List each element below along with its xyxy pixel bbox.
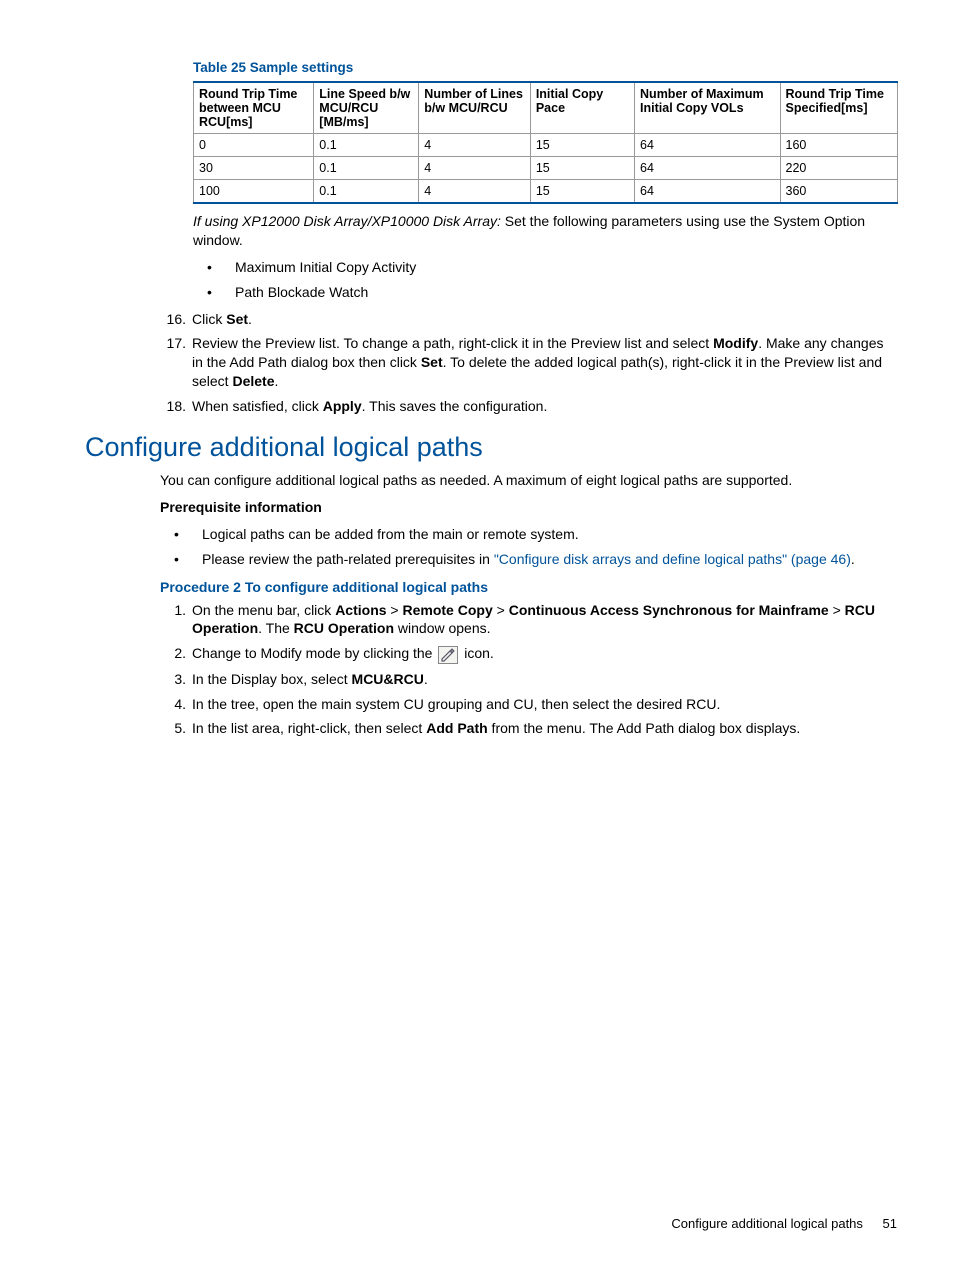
table-cell: 0.1: [314, 157, 419, 180]
table-cell: 360: [780, 180, 897, 204]
prereq-text-b: .: [851, 551, 855, 567]
step-number: 16.: [160, 310, 186, 329]
footer-text: Configure additional logical paths: [671, 1216, 863, 1231]
table-cell: 64: [635, 134, 781, 157]
step-sep: >: [829, 602, 845, 618]
step-text: .: [275, 373, 279, 389]
step-number: 3.: [160, 670, 186, 689]
continued-steps: 16. Click Set. 17. Review the Preview li…: [160, 310, 897, 416]
prereq-list: Logical paths can be added from the main…: [160, 525, 897, 569]
footer-page-number: 51: [883, 1216, 897, 1231]
add-path-bold: Add Path: [426, 720, 487, 736]
step-text: . The: [258, 620, 294, 636]
mcurcu-bold: MCU&RCU: [352, 671, 424, 687]
table-cell: 0.1: [314, 134, 419, 157]
step-text: . This saves the configuration.: [362, 398, 548, 414]
step-text: Review the Preview list. To change a pat…: [192, 335, 713, 351]
rcu-op-bold2: RCU Operation: [294, 620, 394, 636]
procedure-heading: Procedure 2 To configure additional logi…: [160, 579, 897, 595]
remote-copy-bold: Remote Copy: [403, 602, 493, 618]
set-bold: Set: [226, 311, 248, 327]
section-intro: You can configure additional logical pat…: [160, 471, 897, 490]
modify-bold: Modify: [713, 335, 758, 351]
step-number: 2.: [160, 644, 186, 663]
table-cell: 100: [194, 180, 314, 204]
xp-note: If using XP12000 Disk Array/XP10000 Disk…: [193, 212, 897, 250]
set-bold: Set: [421, 354, 443, 370]
table-cell: 15: [530, 134, 634, 157]
step-text: .: [248, 311, 252, 327]
proc-step-1: 1. On the menu bar, click Actions > Remo…: [160, 601, 897, 639]
step-text: On the menu bar, click: [192, 602, 335, 618]
col-header: Number of Maximum Initial Copy VOLs: [635, 82, 781, 134]
prereq-text-a: Please review the path-related prerequis…: [202, 551, 494, 567]
step-16: 16. Click Set.: [160, 310, 897, 329]
sample-settings-table: Round Trip Time between MCU RCU[ms] Line…: [193, 81, 898, 204]
table-cell: 160: [780, 134, 897, 157]
table-cell: 15: [530, 157, 634, 180]
table-cell: 4: [419, 134, 531, 157]
step-sep: >: [387, 602, 403, 618]
table-cell: 220: [780, 157, 897, 180]
step-text: Click: [192, 311, 226, 327]
proc-step-5: 5. In the list area, right-click, then s…: [160, 719, 897, 738]
table-cell: 4: [419, 180, 531, 204]
list-item: Please review the path-related prerequis…: [160, 550, 897, 569]
table-cell: 0: [194, 134, 314, 157]
step-number: 17.: [160, 334, 186, 353]
step-text: window opens.: [394, 620, 491, 636]
list-item: Path Blockade Watch: [193, 283, 897, 302]
apply-bold: Apply: [323, 398, 362, 414]
col-header: Initial Copy Pace: [530, 82, 634, 134]
step-18: 18. When satisfied, click Apply. This sa…: [160, 397, 897, 416]
col-header: Number of Lines b/w MCU/RCU: [419, 82, 531, 134]
proc-step-4: 4. In the tree, open the main system CU …: [160, 695, 897, 714]
step-number: 18.: [160, 397, 186, 416]
table-header-row: Round Trip Time between MCU RCU[ms] Line…: [194, 82, 898, 134]
step-text: .: [424, 671, 428, 687]
table-row: 0 0.1 4 15 64 160: [194, 134, 898, 157]
step-text: When satisfied, click: [192, 398, 323, 414]
prereq-heading: Prerequisite information: [160, 498, 897, 517]
step-text: In the Display box, select: [192, 671, 352, 687]
step-text: In the list area, right-click, then sele…: [192, 720, 426, 736]
table-cell: 30: [194, 157, 314, 180]
step-number: 5.: [160, 719, 186, 738]
table-cell: 0.1: [314, 180, 419, 204]
step-sep: >: [493, 602, 509, 618]
prereq-link[interactable]: "Configure disk arrays and define logica…: [494, 551, 851, 567]
xp-bullet-list: Maximum Initial Copy Activity Path Block…: [193, 258, 897, 302]
page-footer: Configure additional logical paths 51: [671, 1216, 897, 1231]
step-17: 17. Review the Preview list. To change a…: [160, 334, 897, 391]
table-row: 100 0.1 4 15 64 360: [194, 180, 898, 204]
table-caption: Table 25 Sample settings: [193, 60, 897, 75]
step-number: 4.: [160, 695, 186, 714]
table-cell: 64: [635, 180, 781, 204]
step-text: Change to Modify mode by clicking the: [192, 645, 436, 661]
step-text: icon.: [464, 645, 494, 661]
list-item: Logical paths can be added from the main…: [160, 525, 897, 544]
proc-step-2: 2. Change to Modify mode by clicking the…: [160, 644, 897, 663]
section-heading: Configure additional logical paths: [85, 432, 897, 463]
col-header: Round Trip Time Specified[ms]: [780, 82, 897, 134]
actions-bold: Actions: [335, 602, 386, 618]
table-row: 30 0.1 4 15 64 220: [194, 157, 898, 180]
modify-mode-icon: [438, 646, 458, 664]
step-text: In the tree, open the main system CU gro…: [192, 696, 720, 712]
table-cell: 15: [530, 180, 634, 204]
list-item: Maximum Initial Copy Activity: [193, 258, 897, 277]
col-header: Line Speed b/w MCU/RCU [MB/ms]: [314, 82, 419, 134]
delete-bold: Delete: [232, 373, 274, 389]
step-number: 1.: [160, 601, 186, 620]
table-cell: 64: [635, 157, 781, 180]
proc-step-3: 3. In the Display box, select MCU&RCU.: [160, 670, 897, 689]
table-cell: 4: [419, 157, 531, 180]
ca-sync-bold: Continuous Access Synchronous for Mainfr…: [509, 602, 829, 618]
xp-note-prefix: If using XP12000 Disk Array/XP10000 Disk…: [193, 213, 501, 229]
col-header: Round Trip Time between MCU RCU[ms]: [194, 82, 314, 134]
step-text: from the menu. The Add Path dialog box d…: [488, 720, 801, 736]
procedure-steps: 1. On the menu bar, click Actions > Remo…: [160, 601, 897, 739]
